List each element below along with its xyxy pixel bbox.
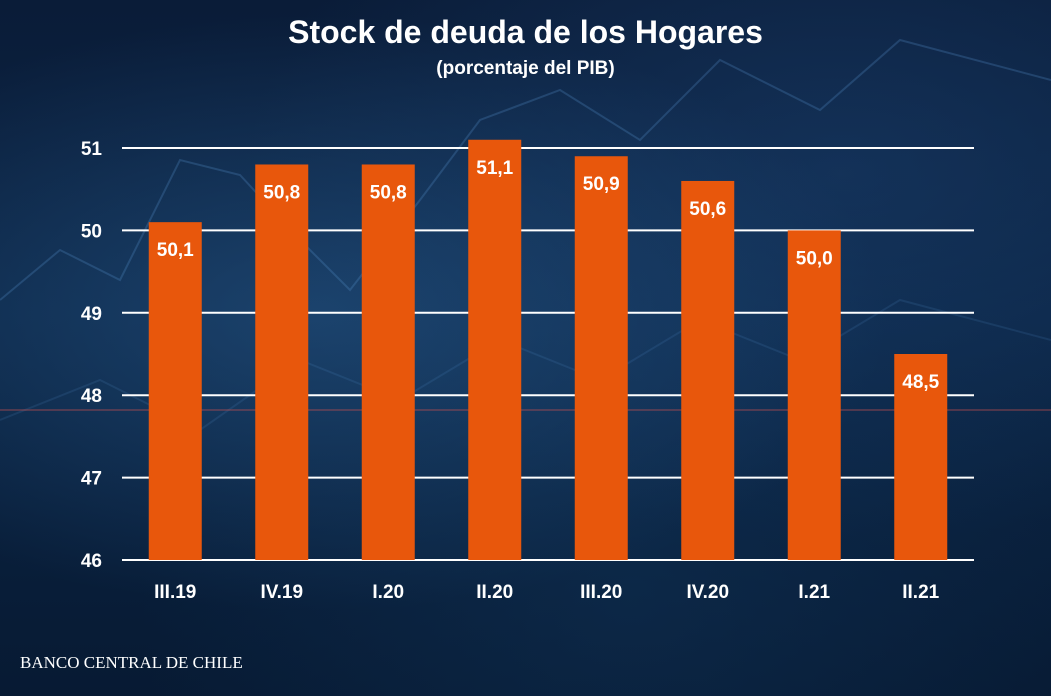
data-label: 48,5 [902, 372, 939, 393]
data-label: 50,8 [370, 182, 407, 203]
y-tick-label: 48 [81, 386, 102, 407]
x-tick-label: IV.19 [260, 582, 303, 603]
y-tick-label: 47 [81, 469, 102, 490]
bar [574, 156, 628, 561]
x-tick-label: II.21 [902, 582, 939, 603]
y-tick-label: 51 [81, 139, 103, 160]
x-tick-label: I.21 [798, 582, 830, 603]
y-tick-label: 49 [81, 304, 102, 325]
y-tick-label: 50 [81, 221, 102, 242]
chart-title: Stock de deuda de los Hogares [288, 14, 763, 50]
x-tick-label: IV.20 [686, 582, 729, 603]
x-tick-label: II.20 [476, 582, 513, 603]
bar [148, 222, 202, 560]
chart-subtitle: (porcentaje del PIB) [436, 58, 615, 79]
x-tick-label: I.20 [372, 582, 404, 603]
bar [468, 139, 522, 560]
bar [255, 164, 309, 561]
y-tick-label: 46 [81, 551, 102, 572]
bar [787, 230, 841, 560]
data-label: 50,1 [157, 240, 194, 261]
bar [361, 164, 415, 561]
data-label: 50,8 [263, 182, 300, 203]
data-label: 50,9 [583, 174, 620, 195]
data-label: 51,1 [476, 158, 513, 179]
x-tick-label: III.19 [154, 582, 196, 603]
source-label: BANCO CENTRAL DE CHILE [20, 653, 243, 672]
x-tick-label: III.20 [580, 582, 622, 603]
data-label: 50,0 [796, 248, 833, 269]
bar [681, 180, 735, 560]
data-label: 50,6 [689, 199, 726, 220]
bar [894, 354, 948, 560]
